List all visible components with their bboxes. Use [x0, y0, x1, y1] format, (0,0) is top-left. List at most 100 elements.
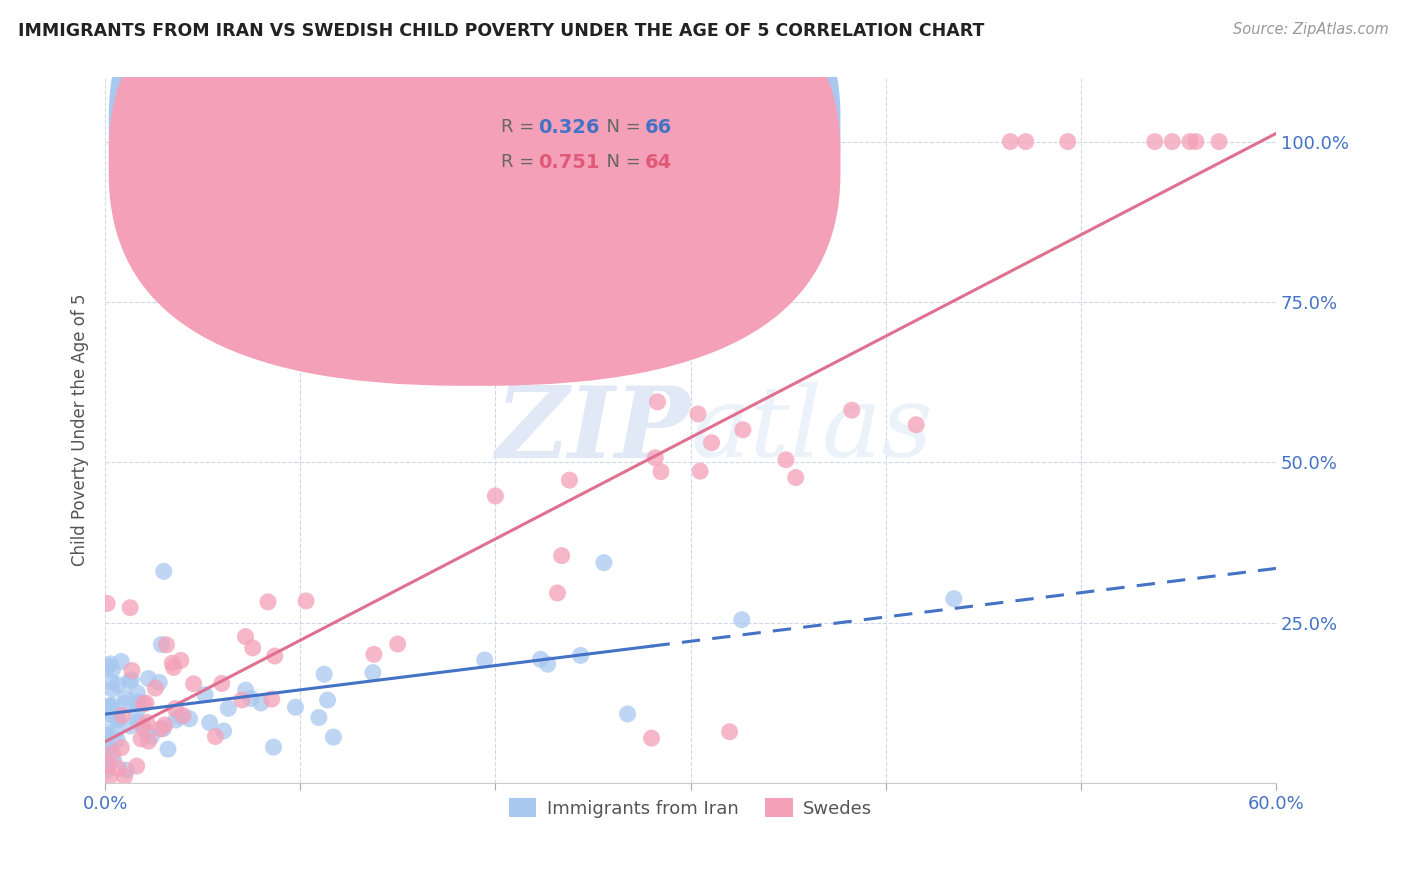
Point	[1208, 135, 1230, 149]
Point	[644, 450, 666, 465]
Point	[114, 697, 136, 711]
Point	[96, 736, 118, 750]
Point	[105, 711, 128, 725]
Point	[107, 678, 129, 692]
Point	[212, 723, 235, 738]
Point	[170, 653, 193, 667]
Point	[125, 704, 148, 718]
Point	[593, 556, 616, 570]
Point	[98, 707, 121, 722]
Point	[96, 729, 118, 743]
Point	[141, 730, 163, 744]
Point	[98, 699, 121, 714]
Point	[98, 770, 121, 784]
Point	[143, 681, 166, 695]
Point	[217, 701, 239, 715]
Point	[105, 733, 128, 747]
Point	[96, 597, 118, 611]
Point	[107, 713, 129, 727]
Point	[1143, 135, 1166, 149]
Point	[101, 698, 124, 713]
Point	[110, 740, 132, 755]
Point	[686, 407, 709, 421]
Point	[120, 673, 142, 687]
Point	[905, 417, 928, 432]
Point	[100, 657, 122, 671]
Text: N =: N =	[595, 153, 647, 171]
Point	[125, 759, 148, 773]
Point	[118, 674, 141, 689]
Point	[96, 763, 118, 777]
Point	[558, 473, 581, 487]
Point	[537, 657, 560, 672]
Point	[135, 725, 157, 739]
Point	[183, 677, 205, 691]
Point	[120, 719, 142, 733]
Point	[361, 665, 384, 680]
Point	[103, 753, 125, 767]
Point	[731, 613, 754, 627]
Text: 64: 64	[645, 153, 672, 172]
Point	[231, 693, 253, 707]
Point	[96, 741, 118, 756]
Point	[235, 683, 257, 698]
Point	[172, 708, 194, 723]
Text: R =: R =	[501, 118, 540, 136]
Text: 66: 66	[645, 118, 672, 136]
Point	[239, 691, 262, 706]
Point	[1184, 135, 1206, 149]
Point	[529, 652, 551, 666]
Point	[115, 763, 138, 777]
Point	[263, 648, 285, 663]
Point	[127, 715, 149, 730]
Point	[700, 435, 723, 450]
Point	[363, 648, 385, 662]
Point	[132, 720, 155, 734]
Point	[316, 693, 339, 707]
Point	[640, 731, 662, 746]
Point	[198, 715, 221, 730]
Point	[179, 712, 201, 726]
Point	[474, 653, 496, 667]
Point	[718, 724, 741, 739]
Point	[165, 713, 187, 727]
Point	[97, 659, 120, 673]
Point	[523, 231, 546, 245]
Point	[1178, 135, 1201, 149]
Point	[152, 722, 174, 736]
Point	[101, 663, 124, 677]
Point	[110, 655, 132, 669]
Point	[322, 730, 344, 744]
FancyBboxPatch shape	[108, 0, 841, 386]
Point	[111, 708, 134, 723]
Point	[308, 710, 330, 724]
Point	[194, 688, 217, 702]
Point	[689, 464, 711, 478]
Point	[104, 724, 127, 739]
Point	[235, 630, 257, 644]
Point	[1015, 135, 1038, 149]
Point	[731, 423, 754, 437]
Text: 0.326: 0.326	[538, 118, 600, 136]
Point	[100, 674, 122, 689]
Point	[132, 697, 155, 711]
Point	[127, 694, 149, 708]
Point	[127, 686, 149, 700]
Point	[138, 672, 160, 686]
Point	[162, 660, 184, 674]
Point	[97, 758, 120, 772]
Point	[616, 706, 638, 721]
Y-axis label: Child Poverty Under the Age of 5: Child Poverty Under the Age of 5	[72, 294, 89, 566]
Point	[314, 667, 336, 681]
Legend: Immigrants from Iran, Swedes: Immigrants from Iran, Swedes	[502, 790, 880, 825]
Point	[101, 747, 124, 761]
Text: atlas: atlas	[690, 383, 934, 478]
Point	[569, 648, 592, 663]
Point	[387, 637, 409, 651]
Point	[260, 692, 283, 706]
Point	[156, 742, 179, 756]
Point	[135, 715, 157, 730]
Point	[484, 489, 506, 503]
Point	[550, 549, 572, 563]
Point	[647, 395, 669, 409]
